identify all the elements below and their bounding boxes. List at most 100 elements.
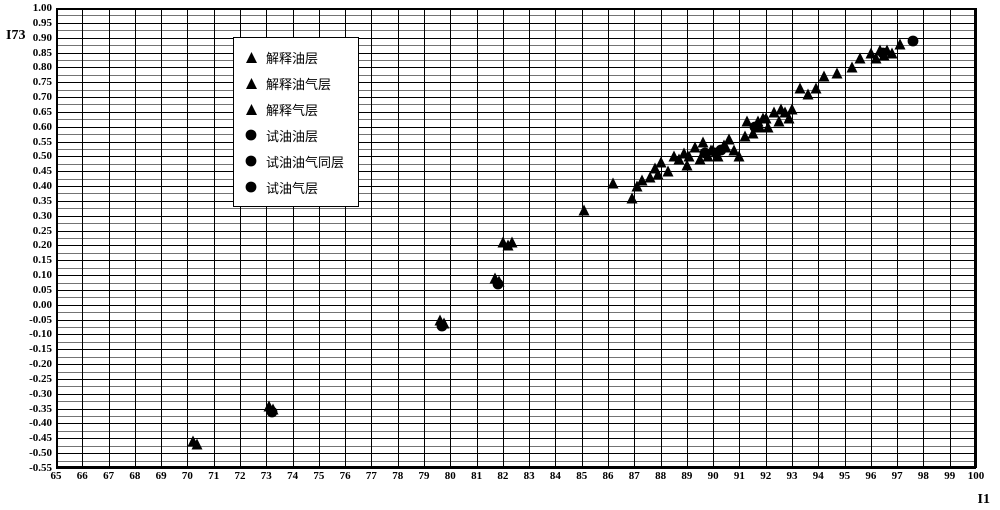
y-tick-label: -0.45 <box>29 432 52 444</box>
x-tick-label: 69 <box>156 470 167 482</box>
gridline-h <box>56 216 976 217</box>
gridline-h-minor <box>56 253 976 254</box>
data-point-triangle <box>855 53 866 64</box>
data-point-triangle <box>810 83 821 94</box>
y-tick-label: 0.60 <box>33 121 52 133</box>
gridline-h <box>56 290 976 291</box>
gridline-h <box>56 82 976 83</box>
gridline-h-minor <box>56 149 976 150</box>
y-tick-label: 0.20 <box>33 239 52 251</box>
gridline-h <box>56 320 976 321</box>
y-tick-label: -0.30 <box>29 388 52 400</box>
gridline-h-minor <box>56 60 976 61</box>
y-tick-label: -0.20 <box>29 358 52 370</box>
x-tick-label: 100 <box>968 470 985 482</box>
y-tick-label: -0.55 <box>29 462 52 474</box>
gridline-h-minor <box>56 372 976 373</box>
gridline-h-minor <box>56 45 976 46</box>
x-tick-label: 67 <box>103 470 114 482</box>
gridline-h-minor <box>56 104 976 105</box>
x-tick-label: 75 <box>313 470 324 482</box>
data-point-triangle <box>507 237 518 248</box>
data-point-triangle <box>894 38 905 49</box>
gridline-h <box>56 23 976 24</box>
gridline-h-minor <box>56 431 976 432</box>
legend-item: 解释气层 <box>242 96 344 122</box>
gridline-h <box>56 53 976 54</box>
data-point-circle <box>266 406 278 418</box>
x-tick-label: 92 <box>760 470 771 482</box>
y-tick-label: 0.85 <box>33 47 52 59</box>
y-tick-label: 0.10 <box>33 269 52 281</box>
data-point-circle <box>715 144 727 156</box>
gridline-h-minor <box>56 30 976 31</box>
data-point-triangle <box>191 439 202 450</box>
legend-item: 解释油气层 <box>242 70 344 96</box>
x-tick-label: 85 <box>576 470 587 482</box>
legend-label: 解释油层 <box>266 48 318 67</box>
gridline-h <box>56 468 976 469</box>
x-tick-label: 79 <box>419 470 430 482</box>
data-point-circle <box>907 35 919 47</box>
legend-item: 试油气层 <box>242 174 344 200</box>
gridline-h <box>56 127 976 128</box>
x-axis-label: I1 <box>978 492 990 508</box>
gridline-h <box>56 142 976 143</box>
y-tick-label: -0.40 <box>29 417 52 429</box>
plot-area: 6566676869707172737475767778798081828384… <box>56 8 976 468</box>
gridline-h-minor <box>56 312 976 313</box>
y-tick-label: 0.35 <box>33 195 52 207</box>
legend-label: 解释气层 <box>266 100 318 119</box>
x-tick-label: 89 <box>681 470 692 482</box>
gridline-h-minor <box>56 179 976 180</box>
y-axis-label: I73 <box>6 28 25 44</box>
legend-item: 解释油层 <box>242 44 344 70</box>
data-point-triangle <box>734 151 745 162</box>
gridline-h-minor <box>56 134 976 135</box>
x-tick-label: 66 <box>77 470 88 482</box>
y-tick-label: 0.05 <box>33 284 52 296</box>
data-point-triangle <box>831 68 842 79</box>
x-tick-label: 72 <box>235 470 246 482</box>
gridline-v <box>976 8 977 468</box>
x-tick-label: 88 <box>655 470 666 482</box>
y-tick-label: -0.25 <box>29 373 52 385</box>
y-tick-label: 0.90 <box>33 32 52 44</box>
data-point-triangle <box>818 71 829 82</box>
x-tick-label: 84 <box>550 470 561 482</box>
circle-icon <box>242 155 260 167</box>
circle-icon <box>242 129 260 141</box>
y-tick-label: -0.50 <box>29 447 52 459</box>
gridline-h <box>56 409 976 410</box>
x-tick-label: 98 <box>918 470 929 482</box>
legend-item: 试油油层 <box>242 122 344 148</box>
gridline-h-minor <box>56 90 976 91</box>
x-tick-label: 70 <box>182 470 193 482</box>
gridline-h <box>56 186 976 187</box>
data-point-circle <box>436 320 448 332</box>
y-tick-label: 0.55 <box>33 136 52 148</box>
x-tick-label: 80 <box>445 470 456 482</box>
gridline-h-minor <box>56 119 976 120</box>
gridline-h <box>56 379 976 380</box>
legend-label: 解释油气层 <box>266 74 331 93</box>
data-point-circle <box>877 47 889 59</box>
y-tick-label: 1.00 <box>33 2 52 14</box>
gridline-h-minor <box>56 342 976 343</box>
data-point-triangle <box>723 133 734 144</box>
data-point-triangle <box>579 204 590 215</box>
gridline-h <box>56 305 976 306</box>
gridline-h-minor <box>56 164 976 165</box>
gridline-h-minor <box>56 416 976 417</box>
chart-container: I73 I1 656667686970717273747576777879808… <box>0 0 1000 510</box>
data-point-triangle <box>652 169 663 180</box>
x-tick-label: 74 <box>287 470 298 482</box>
x-tick-label: 65 <box>51 470 62 482</box>
gridline-h <box>56 38 976 39</box>
x-tick-label: 77 <box>366 470 377 482</box>
y-tick-label: 0.15 <box>33 254 52 266</box>
x-tick-label: 93 <box>787 470 798 482</box>
legend-label: 试油气层 <box>266 178 318 197</box>
triangle-icon <box>242 52 260 63</box>
gridline-h <box>56 260 976 261</box>
